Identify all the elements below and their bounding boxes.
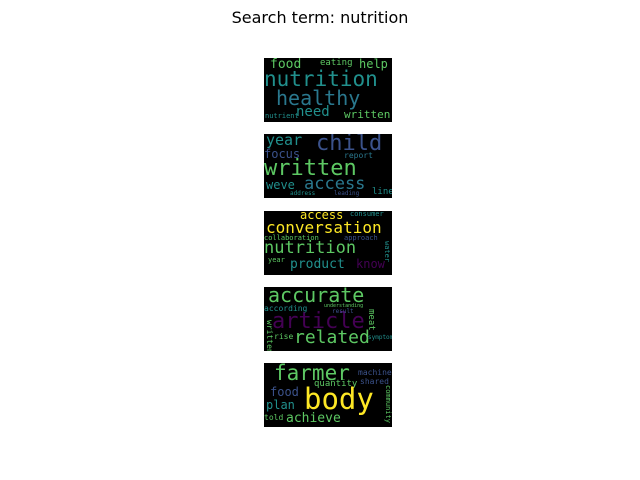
word: farmer: [274, 363, 350, 385]
word: collaboration: [264, 234, 319, 242]
word: line: [372, 187, 392, 197]
word-cloud-3: access consumer conversation collaborati…: [264, 211, 392, 275]
word: conversation: [266, 218, 382, 237]
word: written: [264, 156, 357, 181]
word: healthy: [276, 86, 361, 110]
word: consumer: [350, 211, 384, 218]
word-cloud-4: accurate according article understanding…: [264, 287, 392, 351]
word-cloud-5: farmer machine shared quantity food body…: [264, 363, 392, 427]
word: year: [268, 256, 285, 264]
word-cloud-2: year child focus report written weve acc…: [264, 134, 392, 198]
word: food: [270, 385, 299, 399]
word: help: [359, 58, 388, 71]
word: machine: [358, 368, 392, 377]
word: told: [264, 413, 284, 422]
word: result: [332, 308, 354, 315]
word: understanding: [324, 303, 364, 309]
word: nutrient: [265, 112, 299, 120]
word: need: [296, 104, 330, 120]
word: year: [266, 134, 303, 149]
word: focus: [264, 147, 301, 161]
word: nutrition: [264, 238, 357, 258]
word: shared: [360, 377, 389, 386]
word: report: [344, 151, 373, 160]
word: symptom: [368, 334, 392, 341]
figure-title: Search term: nutrition: [231, 8, 409, 27]
word: access: [304, 174, 366, 194]
word: nutrition: [264, 67, 378, 91]
word: food: [270, 58, 302, 72]
word: know: [356, 257, 385, 271]
word: approach: [344, 234, 378, 242]
word: plan: [266, 398, 295, 412]
word: quantity: [314, 379, 358, 389]
word: community: [384, 385, 392, 423]
word: according: [264, 304, 308, 313]
word: written: [265, 320, 274, 351]
word: written: [344, 108, 391, 121]
word: body: [304, 382, 374, 416]
word: article: [272, 309, 365, 334]
word: access: [300, 211, 344, 222]
word: product: [290, 257, 345, 272]
word: child: [316, 134, 383, 156]
word: related: [294, 327, 370, 348]
word: achieve: [286, 411, 341, 426]
word: address: [290, 190, 316, 197]
word: weve: [266, 178, 295, 192]
word: accurate: [268, 287, 365, 307]
word-cloud-1: food eating help nutrition healthy need …: [264, 58, 392, 122]
word: rise: [274, 332, 294, 341]
word: leading: [334, 190, 360, 197]
word: eating: [320, 58, 353, 68]
